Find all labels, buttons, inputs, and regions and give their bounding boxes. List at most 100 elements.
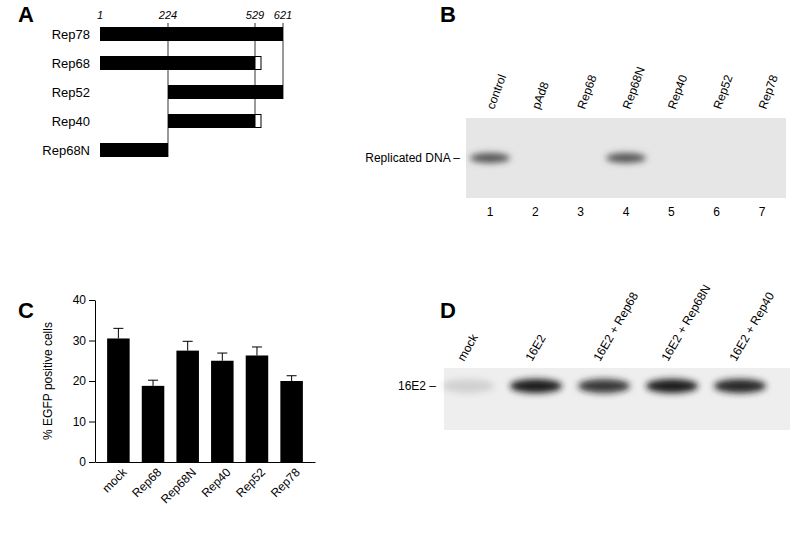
error-cap (287, 375, 297, 376)
y-tick-mark (89, 381, 95, 382)
lane-label: pAd8 (529, 80, 552, 111)
lane-label: Rep40 (665, 73, 690, 111)
construct-name: Rep52 (52, 85, 90, 100)
bar (107, 338, 130, 462)
lane-label: Rep78 (756, 73, 781, 111)
band (510, 379, 562, 393)
y-tick-mark (89, 462, 95, 463)
y-tick-label: 40 (73, 293, 87, 307)
lane-number: 3 (577, 205, 584, 219)
x-tick-label: mock (99, 465, 130, 496)
construct-bar (168, 114, 255, 128)
construct-bar (100, 143, 168, 157)
lane-number: 2 (532, 205, 539, 219)
band (578, 379, 630, 393)
bar (142, 386, 165, 462)
lane-label: control (484, 72, 509, 111)
construct-tail (255, 57, 261, 70)
panel-letter: A (18, 2, 34, 27)
x-axis: mockRep68Rep68NRep40Rep52Rep78 (96, 462, 316, 506)
error-cap (183, 341, 193, 342)
x-tick-label: Rep52 (233, 465, 268, 500)
lane-label: Rep52 (710, 73, 735, 111)
panel-d: mock 16E2 16E2 + Rep68 16E2 + Rep68N 16E2 + … (398, 282, 790, 430)
band (646, 379, 698, 393)
bar (246, 355, 269, 462)
lane-number: 4 (623, 205, 630, 219)
blot (444, 368, 790, 430)
lane-label: 16E2 (522, 332, 548, 364)
bars (107, 328, 303, 462)
y-tick: 0 (79, 455, 95, 469)
y-tick: 10 (73, 415, 95, 429)
y-tick-mark (89, 341, 95, 342)
lane-number: 7 (759, 205, 766, 219)
error-bar (187, 341, 188, 350)
construct-name: Rep68 (52, 56, 90, 71)
lane-label: 16E2 + Rep68 (590, 289, 641, 363)
error-cap (217, 353, 227, 354)
y-tick-mark (89, 422, 95, 423)
construct-name: Rep78 (52, 27, 90, 42)
position-label: 224 (158, 9, 177, 21)
x-tick: Rep52 (233, 462, 268, 500)
x-tick: Rep68N (158, 462, 199, 506)
lane-label: mock (454, 331, 481, 364)
construct-bar (168, 85, 283, 99)
lane-number: 1 (487, 205, 494, 219)
lane-label: Rep68N (620, 65, 648, 111)
y-axis-line (95, 301, 96, 463)
bar (176, 351, 199, 462)
construct-name: Rep40 (52, 114, 90, 129)
error-bar (222, 353, 223, 361)
panel-letter: C (18, 298, 34, 323)
construct-name: Rep68N (42, 143, 90, 158)
error-bar (153, 380, 154, 386)
y-tick-label: 10 (73, 415, 87, 429)
panel-c: 0 10 20 30 40 mockRep68Rep68NRep40Rep52Rep78%… (41, 293, 316, 506)
construct-bar (100, 27, 283, 41)
x-tick-label: Rep68N (158, 465, 199, 506)
band (714, 379, 766, 393)
y-tick: 40 (73, 293, 95, 307)
error-cap (148, 380, 158, 381)
band-label: Replicated DNA – (365, 151, 460, 165)
error-cap (113, 328, 123, 329)
position-label: 529 (246, 9, 264, 21)
error-bar (118, 328, 119, 338)
error-bar (291, 376, 292, 381)
lane-number: 5 (668, 205, 675, 219)
bar (211, 361, 234, 462)
x-tick: Rep40 (199, 462, 234, 500)
y-axis: 0 10 20 30 40 (73, 293, 96, 469)
band (606, 153, 646, 163)
lane-label: 16E2 + Rep68N (658, 282, 713, 363)
y-tick-mark (89, 300, 95, 301)
gel (466, 118, 786, 198)
x-tick: mock (99, 462, 130, 495)
band (442, 379, 494, 393)
lane-label: Rep68 (574, 73, 599, 111)
figure: ABCD1224529621Rep78Rep68Rep52Rep40Rep68N… (0, 0, 800, 540)
y-tick-label: 30 (73, 334, 87, 348)
position-label: 1 (97, 9, 103, 21)
panel-letter: B (440, 2, 456, 27)
x-tick-label: Rep40 (199, 465, 234, 500)
error-cap (252, 346, 262, 347)
y-tick-label: 0 (79, 455, 86, 469)
bar (280, 381, 303, 462)
y-axis-title: % EGFP positive cells (41, 322, 55, 440)
y-tick: 20 (73, 374, 95, 388)
construct-bar (100, 56, 255, 70)
position-label: 621 (274, 9, 292, 21)
x-tick: Rep78 (268, 462, 303, 500)
band-label: 16E2 – (398, 379, 436, 393)
panel-letter: D (440, 298, 456, 323)
error-bar (256, 347, 257, 356)
construct-tail (255, 115, 261, 128)
y-tick: 30 (73, 334, 95, 348)
panel-b: control 1 pAd8 2 Rep68 3 Rep68N 4 Rep40 5 Rep52 6 Re… (365, 65, 786, 219)
y-tick-label: 20 (73, 374, 87, 388)
lane-number: 6 (713, 205, 720, 219)
lane-label: 16E2 + Rep40 (726, 289, 777, 363)
